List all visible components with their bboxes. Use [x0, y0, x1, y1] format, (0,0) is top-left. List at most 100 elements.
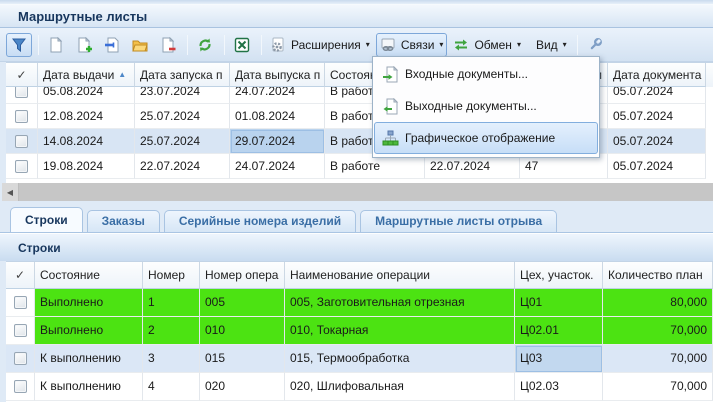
cell-qty[interactable]: 80,000 — [603, 289, 713, 317]
cell-doc-date[interactable]: 05.07.2024 — [608, 104, 706, 129]
cell-issue-date[interactable]: 19.08.2024 — [38, 154, 135, 179]
column-header-number[interactable]: Номер — [143, 262, 200, 289]
cell-op-number[interactable]: 010 — [200, 317, 285, 345]
cell-launch-date[interactable]: 23.07.2024 — [135, 87, 230, 104]
view-menu-button[interactable]: Вид ▾ — [527, 33, 571, 57]
cell-number[interactable]: 47 — [520, 154, 608, 179]
add-document-button[interactable] — [71, 33, 97, 57]
cell-doc-date[interactable]: 05.07.2024 — [608, 154, 706, 179]
cell-op-name[interactable]: 005, Заготовительная отрезная — [285, 289, 515, 317]
cell-workshop-focused[interactable]: Ц03 — [515, 345, 603, 373]
filter-button[interactable] — [6, 32, 32, 57]
extensions-menu-button[interactable]: Расширения ▾ — [266, 33, 374, 57]
row-checkbox[interactable] — [15, 159, 28, 173]
cell-doc-date[interactable]: 05.07.2024 — [608, 129, 706, 154]
cell-state[interactable]: Выполнено — [35, 317, 143, 345]
cell-number[interactable]: 4 — [143, 373, 200, 401]
column-header-issue-date[interactable]: Дата выдачи ▲ — [38, 63, 135, 87]
cell-workshop[interactable]: Ц01 — [515, 289, 603, 317]
cell-release-date[interactable]: 24.07.2024 — [230, 154, 325, 179]
table-row-selected[interactable]: К выполнению 3 015 015, Термообработка Ц… — [6, 345, 713, 373]
scroll-left-button[interactable]: ◀ — [2, 183, 19, 201]
table-row-done[interactable]: Выполнено 2 010 010, Токарная Ц02.01 70,… — [6, 317, 713, 345]
tab-serial-numbers[interactable]: Серийные номера изделий — [163, 210, 357, 232]
column-header-qty[interactable]: Количество план — [603, 262, 713, 289]
column-header-op-name[interactable]: Наименование операции — [285, 262, 515, 289]
menu-item-graphic-view[interactable]: Графическое отображение — [374, 122, 598, 154]
chevron-down-icon: ▾ — [439, 40, 444, 49]
scroll-left-icon: ◀ — [6, 187, 14, 197]
cell-workshop[interactable]: Ц02.01 — [515, 317, 603, 345]
cell-op-number[interactable]: 020 — [200, 373, 285, 401]
cell-op-name[interactable]: 020, Шлифовальная — [285, 373, 515, 401]
column-header-workshop[interactable]: Цех, участок. — [515, 262, 603, 289]
new-document-button[interactable] — [43, 33, 69, 57]
column-header-state[interactable]: Состояние — [35, 262, 143, 289]
cell-op-number[interactable]: 015 — [200, 345, 285, 373]
select-all-header[interactable]: ✓ — [6, 63, 38, 87]
select-all-header[interactable]: ✓ — [6, 262, 35, 289]
row-checkbox[interactable] — [13, 296, 27, 309]
export-excel-button[interactable] — [229, 33, 255, 57]
horizontal-scrollbar[interactable]: ◀ — [2, 183, 713, 201]
window-top-edge — [0, 0, 713, 5]
detail-tabs: Строки Заказы Серийные номера изделий Ма… — [0, 206, 713, 233]
column-header-launch-date[interactable]: Дата запуска п — [135, 63, 230, 87]
cell-release-date[interactable]: 01.08.2024 — [230, 104, 325, 129]
delete-document-button[interactable] — [155, 33, 181, 57]
column-header-release-date[interactable]: Дата выпуска п — [230, 63, 325, 87]
cell-workshop[interactable]: Ц02.03 — [515, 373, 603, 401]
links-icon — [380, 37, 396, 53]
settings-button[interactable] — [582, 33, 608, 57]
column-header-op-number[interactable]: Номер опера — [200, 262, 285, 289]
edit-document-icon — [104, 37, 120, 53]
cell-op-number[interactable]: 005 — [200, 289, 285, 317]
row-checkbox[interactable] — [15, 134, 28, 148]
cell-number[interactable]: 2 — [143, 317, 200, 345]
cell-state[interactable]: К выполнению — [35, 373, 143, 401]
cell-state[interactable]: К выполнению — [35, 345, 143, 373]
cell-op-name[interactable]: 010, Токарная — [285, 317, 515, 345]
row-checkbox[interactable] — [15, 109, 28, 123]
table-row-done[interactable]: Выполнено 1 005 005, Заготовительная отр… — [6, 289, 713, 317]
links-menu-button[interactable]: Связи ▾ — [375, 32, 448, 57]
cell-number[interactable]: 3 — [143, 345, 200, 373]
column-header-doc-date[interactable]: Дата документа — [608, 63, 706, 87]
cell-state[interactable]: Выполнено — [35, 289, 143, 317]
refresh-icon — [197, 37, 213, 53]
cell-number[interactable]: 1 — [143, 289, 200, 317]
table-row-selected[interactable]: 14.08.2024 25.07.2024 29.07.2024 В работ… — [6, 129, 713, 154]
table-row[interactable]: 12.08.2024 25.07.2024 01.08.2024 В работ… — [6, 104, 713, 129]
cell-hidden[interactable]: 22.07.2024 — [425, 154, 520, 179]
table-row[interactable]: 05.08.2024 23.07.2024 24.07.2024 В работ… — [6, 87, 713, 104]
edit-document-button[interactable] — [99, 33, 125, 57]
cell-state[interactable]: В работе — [325, 154, 425, 179]
cell-op-name[interactable]: 015, Термообработка — [285, 345, 515, 373]
table-row[interactable]: 19.08.2024 22.07.2024 24.07.2024 В работ… — [6, 154, 713, 179]
cell-qty[interactable]: 70,000 — [603, 373, 713, 401]
table-row[interactable]: К выполнению 4 020 020, Шлифовальная Ц02… — [6, 373, 713, 401]
cell-issue-date[interactable]: 14.08.2024 — [38, 129, 135, 154]
cell-issue-date[interactable]: 05.08.2024 — [38, 87, 135, 104]
menu-item-outgoing-documents[interactable]: Выходные документы... — [374, 90, 598, 122]
menu-item-incoming-documents[interactable]: Входные документы... — [374, 58, 598, 90]
row-checkbox[interactable] — [15, 87, 28, 98]
tab-route-sheets-tear[interactable]: Маршрутные листы отрыва — [360, 210, 558, 232]
cell-release-date-focused[interactable]: 29.07.2024 — [230, 129, 325, 154]
row-checkbox[interactable] — [13, 380, 27, 393]
cell-launch-date[interactable]: 25.07.2024 — [135, 104, 230, 129]
cell-qty[interactable]: 70,000 — [603, 317, 713, 345]
row-checkbox[interactable] — [13, 352, 27, 365]
cell-issue-date[interactable]: 12.08.2024 — [38, 104, 135, 129]
cell-launch-date[interactable]: 25.07.2024 — [135, 129, 230, 154]
exchange-menu-button[interactable]: Обмен ▾ — [449, 33, 525, 57]
tab-stroki[interactable]: Строки — [10, 207, 83, 232]
open-folder-button[interactable] — [127, 33, 153, 57]
cell-qty[interactable]: 70,000 — [603, 345, 713, 373]
tab-zakazy[interactable]: Заказы — [86, 210, 160, 232]
row-checkbox[interactable] — [13, 324, 27, 337]
refresh-button[interactable] — [192, 33, 218, 57]
cell-launch-date[interactable]: 22.07.2024 — [135, 154, 230, 179]
cell-doc-date[interactable]: 05.07.2024 — [608, 87, 706, 104]
cell-release-date[interactable]: 24.07.2024 — [230, 87, 325, 104]
